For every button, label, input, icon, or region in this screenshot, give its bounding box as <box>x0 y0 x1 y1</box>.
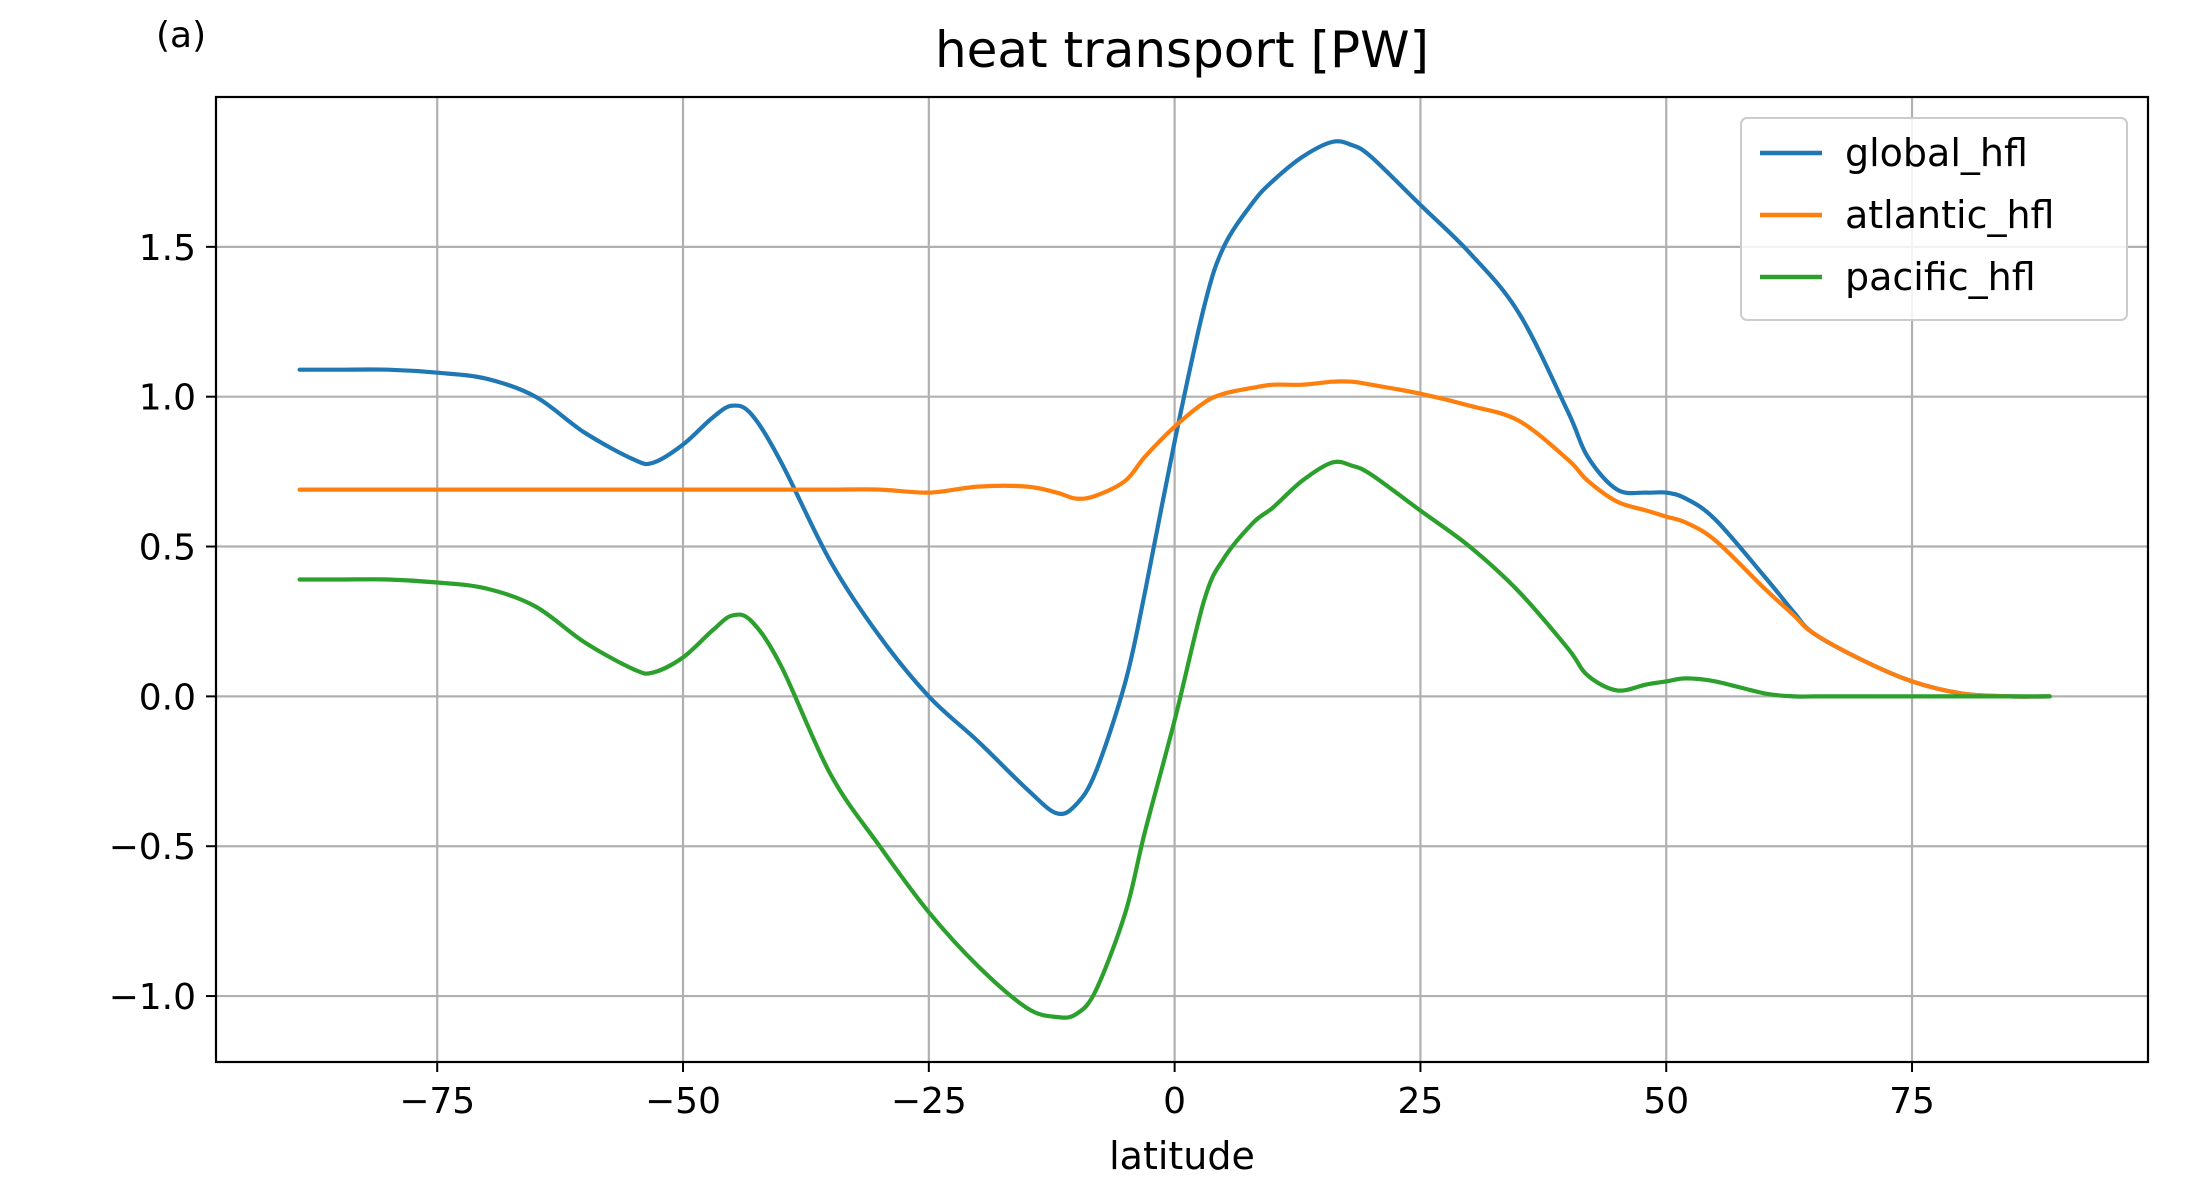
legend: global_hfl atlantic_hfl pacific_hfl <box>1740 117 2128 321</box>
x-tick-label: −25 <box>891 1081 967 1122</box>
x-tick-label: 25 <box>1398 1081 1444 1122</box>
panel-label: (a) <box>156 15 206 56</box>
legend-label: pacific_hfl <box>1845 255 2036 299</box>
y-tick-label: 0.0 <box>139 677 196 718</box>
y-tick-label: 0.5 <box>139 528 196 569</box>
y-tick-label: −0.5 <box>109 827 196 868</box>
legend-frame <box>1740 117 2128 321</box>
y-axis-ticks: −1.0 −0.5 0.0 0.5 1.0 1.5 <box>109 228 216 1018</box>
legend-label: atlantic_hfl <box>1845 193 2054 237</box>
series-line-pacific-hfl <box>297 459 2052 1020</box>
plot-frame <box>214 95 2150 1064</box>
x-tick-label: 50 <box>1643 1081 1689 1122</box>
series-line-atlantic-hfl <box>297 379 2052 699</box>
y-tick-label: −1.0 <box>109 977 196 1018</box>
x-tick-label: −75 <box>399 1081 475 1122</box>
x-axis-label: latitude <box>1109 1134 1255 1178</box>
x-tick-label: 75 <box>1889 1081 1935 1122</box>
chart-title: heat transport [PW] <box>935 21 1429 79</box>
x-axis-ticks: −75 −50 −25 0 25 50 75 <box>399 1062 1935 1122</box>
series-lines <box>297 139 2052 1020</box>
legend-label: global_hfl <box>1845 131 2028 175</box>
x-tick-label: −50 <box>645 1081 721 1122</box>
y-tick-label: 1.0 <box>139 378 196 419</box>
x-tick-label: 0 <box>1163 1081 1186 1122</box>
series-line-global-hfl <box>297 139 2052 817</box>
y-tick-label: 1.5 <box>139 228 196 269</box>
